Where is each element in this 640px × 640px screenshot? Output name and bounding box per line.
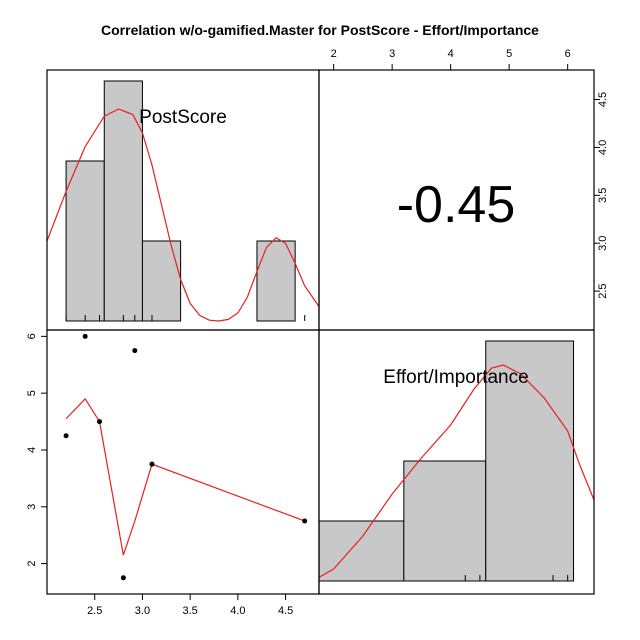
bottom-tick-label: 2.5 xyxy=(87,605,102,617)
bottom-tick-label: 3.5 xyxy=(183,605,198,617)
panel-frames xyxy=(46,69,595,595)
top-tick-label: 3 xyxy=(389,48,395,60)
histogram-bar xyxy=(318,520,405,582)
scatter-point xyxy=(96,419,102,425)
correlation-panel: -0.45 xyxy=(397,176,516,234)
right-tick-label: 4.0 xyxy=(597,140,609,155)
scatter-point xyxy=(149,461,155,467)
bottom-tick-label: 3.0 xyxy=(135,605,150,617)
right-tick-label: 3.5 xyxy=(597,188,609,203)
left-tick-label: 6 xyxy=(26,333,38,339)
scatter-point xyxy=(132,348,138,354)
postscore-histogram-panel xyxy=(46,80,320,322)
right-tick-label: 3.0 xyxy=(597,236,609,251)
right-tick-label: 4.5 xyxy=(597,92,609,107)
bottom-tick-label: 4.5 xyxy=(278,605,293,617)
scatter-point xyxy=(82,333,88,339)
chart-title: Correlation w/o-gamified.Master for Post… xyxy=(101,22,539,38)
histogram-bar xyxy=(141,240,182,322)
left-tick-label: 2 xyxy=(26,561,38,567)
scatter-point xyxy=(120,575,126,581)
left-tick-label: 3 xyxy=(26,504,38,510)
scatter-panel xyxy=(63,333,308,581)
panel-frame xyxy=(46,329,320,595)
top-tick-label: 5 xyxy=(506,48,512,60)
postscore-label: PostScore xyxy=(139,107,227,128)
histogram-bar xyxy=(65,160,105,322)
correlation-value: -0.45 xyxy=(397,176,516,234)
bottom-tick-label: 4.0 xyxy=(230,605,245,617)
histogram-bar xyxy=(403,460,487,582)
top-tick-label: 2 xyxy=(331,48,337,60)
effort-histogram-panel xyxy=(318,340,595,582)
density-curve xyxy=(46,108,320,322)
top-tick-label: 6 xyxy=(565,48,571,60)
density-curve xyxy=(318,364,595,578)
effort-importance-label: Effort/Importance xyxy=(383,367,528,388)
scatter-point xyxy=(63,433,69,439)
left-tick-label: 4 xyxy=(26,447,38,453)
histogram-bar xyxy=(485,340,575,582)
right-tick-label: 2.5 xyxy=(597,283,609,298)
left-tick-label: 5 xyxy=(26,390,38,396)
histogram-bar xyxy=(256,240,296,322)
scatter-point xyxy=(302,518,308,524)
top-tick-label: 4 xyxy=(448,48,454,60)
histogram-bar xyxy=(103,80,143,322)
panel-frame xyxy=(318,329,595,595)
